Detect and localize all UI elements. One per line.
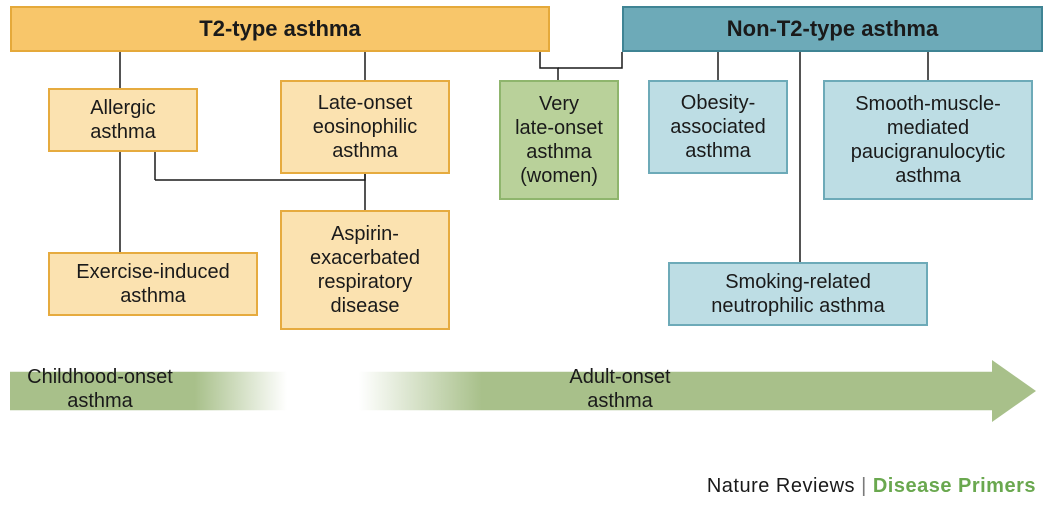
- node-nont2_header: Non-T2-type asthma: [622, 6, 1043, 52]
- credit-prefix: Nature Reviews: [707, 475, 855, 497]
- node-exercise: Exercise-induced asthma: [48, 252, 258, 316]
- node-label: T2-type asthma: [199, 16, 360, 42]
- arrow-label-childhood: Childhood-onset asthma: [0, 365, 220, 413]
- node-label: Smooth-muscle- mediated paucigranulocyti…: [851, 92, 1006, 188]
- node-smooth: Smooth-muscle- mediated paucigranulocyti…: [823, 80, 1033, 200]
- node-aspirin: Aspirin- exacerbated respiratory disease: [280, 210, 450, 330]
- node-label: Late-onset eosinophilic asthma: [313, 91, 418, 163]
- node-label: Smoking-related neutrophilic asthma: [711, 270, 884, 318]
- node-smoking: Smoking-related neutrophilic asthma: [668, 262, 928, 326]
- node-label: Very late-onset asthma (women): [515, 92, 603, 188]
- edge-2: [540, 52, 558, 80]
- arrow-label-text: Childhood-onset asthma: [27, 366, 173, 412]
- edge-7: [155, 174, 365, 180]
- node-label: Non-T2-type asthma: [727, 16, 938, 42]
- credit-line: Nature Reviews | Disease Primers: [707, 475, 1036, 498]
- node-very_late: Very late-onset asthma (women): [499, 80, 619, 200]
- node-allergic: Allergic asthma: [48, 88, 198, 152]
- node-label: Allergic asthma: [90, 96, 156, 144]
- arrow-label-adult: Adult-onset asthma: [500, 365, 740, 413]
- edge-3: [558, 52, 622, 68]
- credit-sep: |: [855, 475, 873, 497]
- node-t2_header: T2-type asthma: [10, 6, 550, 52]
- node-label: Obesity- associated asthma: [670, 91, 766, 163]
- arrow-label-text: Adult-onset asthma: [569, 366, 670, 412]
- node-label: Aspirin- exacerbated respiratory disease: [310, 222, 420, 318]
- node-obesity: Obesity- associated asthma: [648, 80, 788, 174]
- credit-suffix: Disease Primers: [873, 475, 1036, 497]
- node-label: Exercise-induced asthma: [76, 260, 229, 308]
- node-late_eos: Late-onset eosinophilic asthma: [280, 80, 450, 174]
